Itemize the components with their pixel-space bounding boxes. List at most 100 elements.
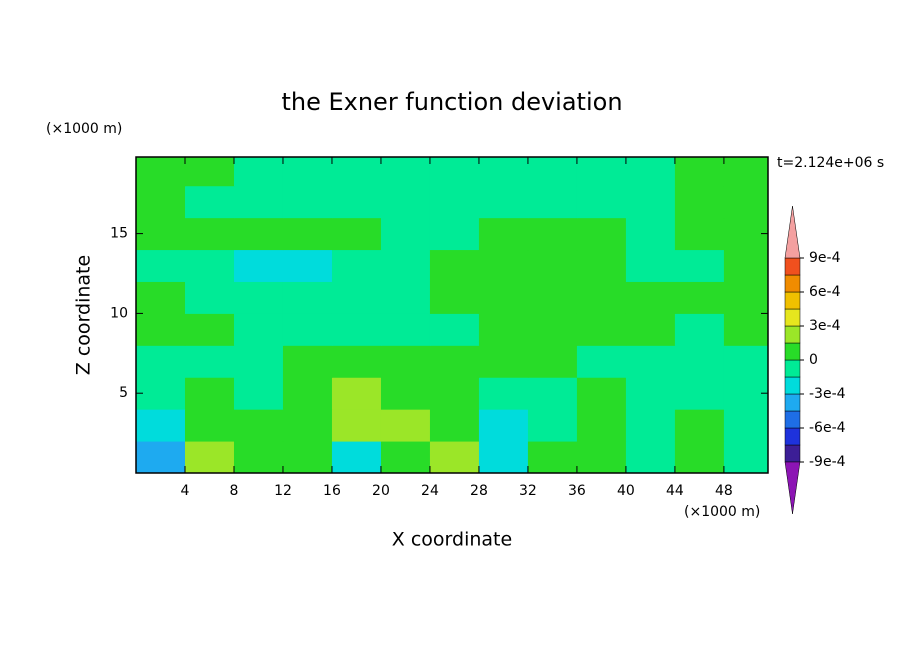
field-cell [136,185,186,219]
field-cell [233,217,284,251]
field-cell [625,441,676,473]
colorbar-label: -3e-4 [809,386,846,402]
field-cell [576,249,627,282]
field-cell [282,377,333,410]
field-cell [184,409,235,442]
x-tick-label: 32 [519,483,537,499]
field-cell [674,217,725,251]
field-cell [625,409,676,442]
field-cell [576,281,627,314]
field-cell [380,409,431,442]
field-cell [527,249,578,282]
field-cell [478,157,529,187]
field-cell [576,409,627,442]
field-cell [136,281,186,314]
colorbar-box [784,274,801,293]
field-cell [136,217,186,251]
field-cell [625,217,676,251]
field-cell [331,157,382,187]
x-axis-label: X coordinate [392,529,512,551]
field-cell [184,345,235,378]
x-unit: (×1000 m) [684,504,760,520]
field-cell [429,377,480,410]
field-cell [380,217,431,251]
field-cell [478,217,529,251]
field-cell [674,157,725,187]
field-cell [136,409,186,442]
field-cell [380,345,431,378]
field-cell [184,313,235,346]
field-cell [331,441,382,473]
field-cell [380,377,431,410]
field-cell [429,409,480,442]
field-cell [429,313,480,346]
field-cell [331,185,382,219]
field-cell [184,157,235,187]
colorbar-box [784,444,801,463]
field-cell [429,345,480,378]
field-cell [331,249,382,282]
field-cell [233,409,284,442]
field-cell [527,185,578,219]
field-cell [478,377,529,410]
field-cell [282,281,333,314]
colorbar-label: 0 [809,352,818,368]
field-cell [282,441,333,473]
field-cell [282,313,333,346]
field-cell [331,377,382,410]
field-cell [136,157,186,187]
colorbar-high-triangle [784,205,801,259]
field-cell [429,249,480,282]
field-cell [184,185,235,219]
field-cell [674,313,725,346]
field-cell [282,217,333,251]
y-tick-label: 15 [110,226,128,242]
field-cell [674,249,725,282]
field-cell [380,313,431,346]
field-cell [478,281,529,314]
field-cell [674,377,725,410]
x-tick-label: 36 [568,483,586,499]
x-tick-label: 12 [274,483,292,499]
field-cell [282,345,333,378]
chart-title: the Exner function deviation [281,88,622,116]
field-cell [576,345,627,378]
field-cell [527,281,578,314]
field-cell [233,281,284,314]
colorbar-box [784,427,801,446]
field-cell [233,249,284,282]
field-cell [674,345,725,378]
time-label: t=2.124e+06 s [777,155,884,171]
field-cell [331,409,382,442]
field-cell [674,281,725,314]
field-cell [184,281,235,314]
field-cell [478,313,529,346]
x-tick-label: 24 [421,483,439,499]
field-cell [136,313,186,346]
field-cell [576,185,627,219]
field-cell [723,313,768,346]
field-cell [282,409,333,442]
field-cell [527,441,578,473]
colorbar-box [784,257,801,276]
field-cell [625,185,676,219]
x-tick-label: 20 [372,483,390,499]
field-cell [282,157,333,187]
field-cell [723,217,768,251]
colorbar-box [784,342,801,361]
colorbar-box [784,376,801,395]
plot-frame [135,156,769,474]
field-cell [527,345,578,378]
field-cell [282,249,333,282]
field-cell [527,377,578,410]
field-cell [527,313,578,346]
colorbar-box [784,393,801,412]
colorbar-box [784,325,801,344]
contour-field [136,157,768,473]
field-cell [723,157,768,187]
colorbar-low-triangle [784,461,801,515]
x-tick-label: 28 [470,483,488,499]
colorbar-box [784,410,801,429]
field-cell [380,157,431,187]
field-cell [576,377,627,410]
